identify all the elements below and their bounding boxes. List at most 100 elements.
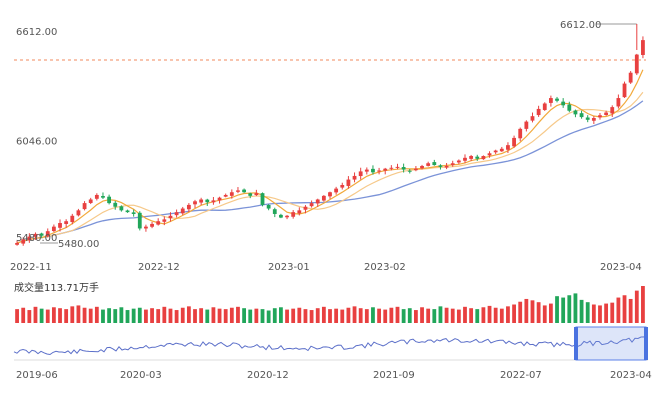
candle[interactable] (217, 196, 222, 204)
candle[interactable] (82, 201, 87, 211)
candle[interactable] (33, 232, 38, 240)
candle[interactable] (303, 205, 308, 214)
candle[interactable] (58, 219, 62, 232)
candle[interactable] (285, 214, 289, 220)
candle[interactable] (27, 233, 32, 243)
candle[interactable] (579, 110, 584, 119)
candle[interactable] (70, 213, 75, 225)
candle[interactable] (254, 189, 259, 197)
candle[interactable] (469, 154, 474, 162)
candle[interactable] (383, 167, 388, 175)
candle[interactable] (598, 113, 602, 120)
candle[interactable] (279, 213, 283, 219)
candle[interactable] (39, 232, 44, 238)
candle[interactable] (266, 204, 271, 211)
candle[interactable] (628, 71, 633, 84)
candle[interactable] (499, 146, 504, 152)
candle[interactable] (487, 151, 492, 158)
candle[interactable] (334, 186, 339, 195)
candle[interactable] (21, 237, 26, 246)
candle[interactable] (137, 211, 142, 231)
candle[interactable] (634, 53, 639, 76)
candle[interactable] (193, 199, 197, 208)
candle[interactable] (389, 165, 394, 171)
candle[interactable] (542, 102, 547, 111)
candle[interactable] (107, 194, 112, 205)
candle[interactable] (291, 210, 296, 219)
candle[interactable] (168, 212, 173, 222)
candle[interactable] (548, 95, 553, 107)
candle[interactable] (444, 163, 449, 170)
candle[interactable] (186, 203, 191, 213)
candle[interactable] (573, 109, 578, 118)
candle[interactable] (315, 198, 320, 207)
candle[interactable] (15, 240, 19, 246)
candle[interactable] (150, 221, 154, 229)
candle[interactable] (622, 81, 627, 98)
candle[interactable] (616, 94, 621, 109)
candle[interactable] (610, 105, 615, 118)
candle[interactable] (94, 193, 99, 201)
candle[interactable] (88, 197, 93, 205)
candle[interactable] (174, 209, 179, 218)
candle[interactable] (223, 193, 228, 198)
candle[interactable] (340, 182, 345, 190)
candle[interactable] (119, 205, 124, 212)
candle[interactable] (101, 192, 105, 199)
candle[interactable] (125, 209, 130, 213)
navigator-left-handle[interactable] (574, 327, 578, 360)
candle[interactable] (432, 159, 437, 166)
candle[interactable] (377, 167, 381, 175)
candle[interactable] (401, 163, 406, 173)
candle[interactable] (236, 187, 240, 194)
candle[interactable] (438, 164, 443, 170)
candle[interactable] (591, 116, 596, 124)
candle[interactable] (506, 142, 510, 154)
candle[interactable] (407, 168, 412, 174)
candle[interactable] (463, 154, 467, 164)
candle[interactable] (297, 207, 302, 216)
candle[interactable] (328, 191, 332, 199)
candle[interactable] (76, 208, 81, 217)
candle[interactable] (536, 105, 541, 117)
candle[interactable] (567, 101, 572, 113)
candle[interactable] (180, 206, 185, 216)
candle[interactable] (51, 224, 56, 233)
candle[interactable] (450, 160, 455, 167)
candle[interactable] (456, 159, 461, 165)
candle[interactable] (530, 112, 535, 123)
candle[interactable] (242, 188, 246, 193)
candle[interactable] (426, 161, 431, 167)
candle[interactable] (420, 164, 424, 170)
candle[interactable] (131, 209, 136, 217)
candle[interactable] (346, 176, 351, 189)
candle[interactable] (512, 135, 516, 148)
candle[interactable] (205, 198, 210, 206)
candle[interactable] (475, 154, 480, 161)
candle[interactable] (364, 167, 369, 175)
candle[interactable] (309, 200, 314, 208)
candle[interactable] (518, 127, 523, 142)
candle[interactable] (561, 98, 566, 108)
candle[interactable] (555, 96, 559, 103)
candle[interactable] (144, 224, 148, 232)
candle[interactable] (493, 149, 498, 155)
candle[interactable] (162, 216, 167, 226)
candle[interactable] (604, 110, 609, 116)
candle[interactable] (199, 197, 204, 205)
candle[interactable] (524, 120, 529, 132)
candle[interactable] (260, 192, 265, 207)
candle[interactable] (395, 163, 400, 170)
candle[interactable] (211, 196, 216, 205)
candle[interactable] (229, 189, 234, 199)
candle[interactable] (272, 207, 277, 218)
candle[interactable] (481, 155, 486, 160)
candle[interactable] (113, 200, 118, 210)
candle[interactable] (321, 195, 326, 202)
candle[interactable] (352, 172, 357, 183)
candle[interactable] (371, 165, 375, 175)
candle[interactable] (156, 218, 161, 226)
candle[interactable] (585, 115, 590, 123)
candle[interactable] (64, 219, 69, 228)
